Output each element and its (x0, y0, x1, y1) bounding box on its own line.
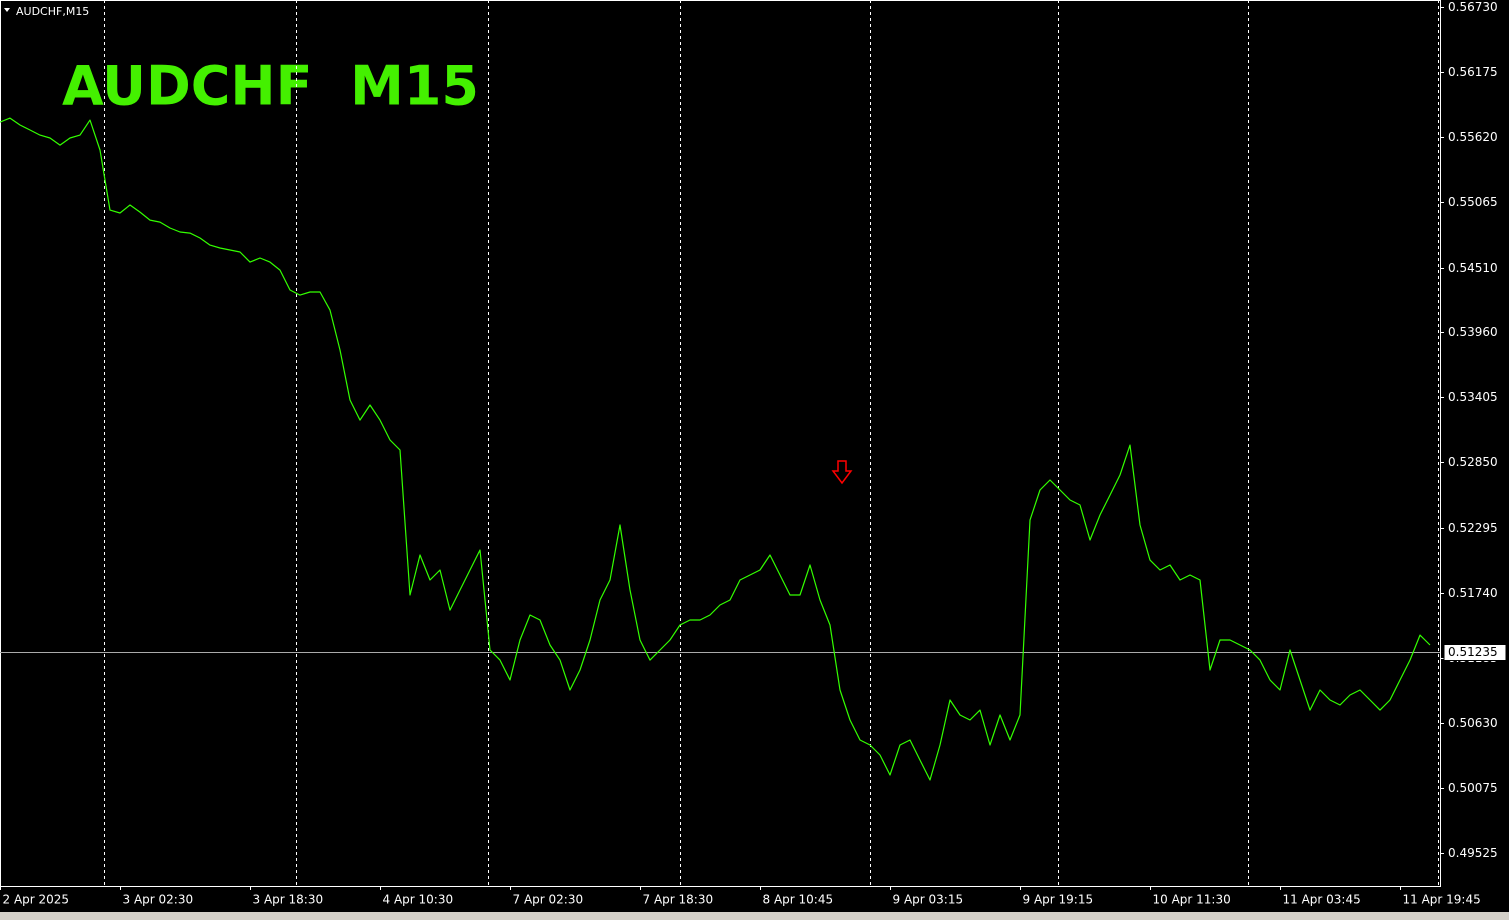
y-tick-label: 0.49525 (1448, 846, 1498, 860)
y-tick-label: 0.52850 (1448, 455, 1498, 469)
y-tick-label: 0.52295 (1448, 521, 1498, 535)
y-tick-label: 0.55065 (1448, 195, 1498, 209)
x-tick-label: 2 Apr 2025 (3, 893, 70, 907)
y-tick-label: 0.50630 (1448, 716, 1498, 730)
x-tick-label: 3 Apr 02:30 (123, 893, 194, 907)
y-tick-label: 0.55620 (1448, 130, 1498, 144)
x-tick-label: 11 Apr 03:45 (1283, 893, 1361, 907)
header-triangle (4, 8, 10, 12)
y-tick-label: 0.50075 (1448, 781, 1498, 795)
y-tick-label: 0.56175 (1448, 65, 1498, 79)
x-tick-label: 7 Apr 02:30 (513, 893, 584, 907)
x-tick-label: 10 Apr 11:30 (1153, 893, 1231, 907)
chart-header: AUDCHF,M15 (16, 5, 89, 18)
price-line-series (0, 117, 1431, 781)
x-tick-label: 7 Apr 18:30 (643, 893, 714, 907)
y-tick-label: 0.53960 (1448, 325, 1498, 339)
plot-frame (0, 0, 1441, 887)
y-tick-label: 0.53405 (1448, 390, 1498, 404)
y-tick-label: 0.56730 (1448, 0, 1498, 14)
y-tick-label: 0.54510 (1448, 261, 1498, 275)
x-tick-label: 4 Apr 10:30 (383, 893, 454, 907)
chart-title: AUDCHF M15 (62, 55, 479, 118)
tab-strip (0, 912, 1509, 920)
x-tick-label: 9 Apr 03:15 (893, 893, 964, 907)
x-tick-label: 8 Apr 10:45 (763, 893, 834, 907)
price-label-box (1443, 644, 1507, 661)
x-tick-label: 11 Apr 19:45 (1403, 893, 1481, 907)
y-tick-label: 0.51740 (1448, 586, 1498, 600)
price-label: 0.51235 (1448, 645, 1498, 659)
x-tick-label: 3 Apr 18:30 (253, 893, 324, 907)
x-tick-label: 9 Apr 19:15 (1023, 893, 1094, 907)
signal-arrow (831, 460, 853, 485)
